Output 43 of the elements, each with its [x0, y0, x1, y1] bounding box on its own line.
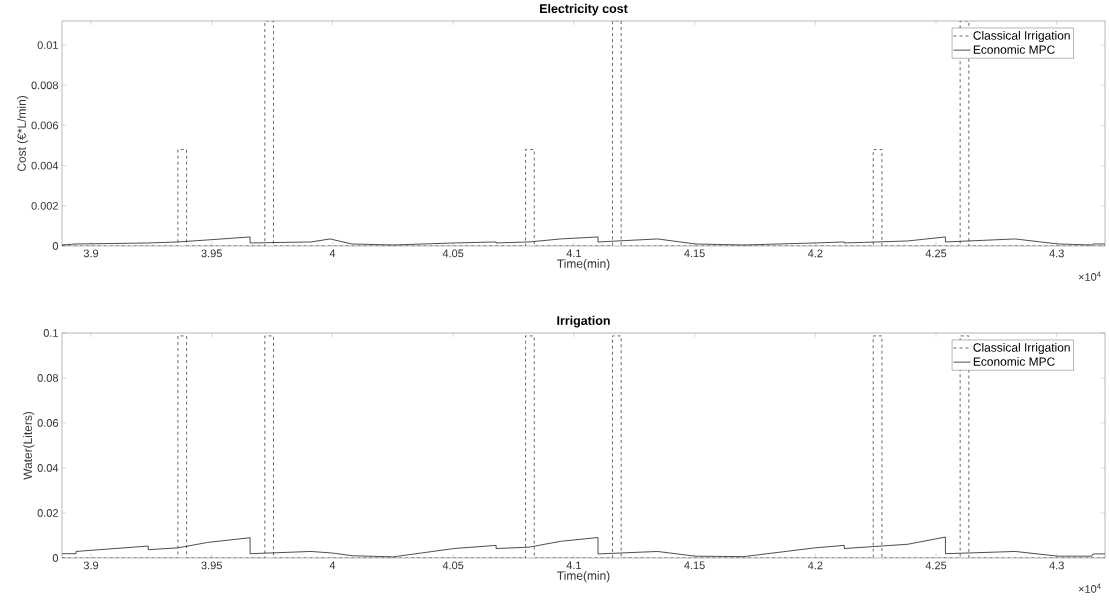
y-tick-label: 0.004 — [31, 161, 59, 170]
y-tick-label: 0.04 — [37, 464, 59, 472]
x-tick-label: 4.1 — [566, 561, 581, 570]
y-axis-title: Cost (€*L/min) — [17, 96, 29, 172]
chart-title: Electricity cost — [540, 3, 628, 16]
legend-label: Classical Irrigation — [973, 342, 1070, 355]
y-tick-label: 0 — [52, 554, 59, 562]
x-tick-label: 4.2 — [807, 561, 823, 570]
y-tick-label: 0.02 — [37, 509, 58, 517]
x-tick-label: 4.1 — [566, 249, 581, 258]
x-tick-label: 3.95 — [201, 249, 222, 258]
text: ×10$^{4}$ — [1078, 583, 1101, 593]
x-tick-label: 4 — [329, 249, 336, 258]
x-tick-label: 4.05 — [442, 561, 464, 570]
chart-title: Irrigation — [557, 315, 610, 328]
y-tick-label: 0.002 — [31, 201, 58, 210]
y-tick-label: 0.006 — [31, 121, 58, 130]
x-tick-label: 4.3 — [1049, 561, 1064, 570]
x-axis-title: Time(min) — [557, 571, 610, 583]
line-series — [62, 536, 1106, 558]
x-tick-label: 4.3 — [1049, 249, 1064, 258]
x-tick-label: 4.25 — [925, 561, 947, 570]
y-tick-label: 0.008 — [31, 81, 58, 90]
x-tick-label: 4.25 — [925, 249, 947, 258]
x-tick-label: 4.15 — [684, 561, 705, 570]
x-tick-label: 4.05 — [442, 249, 464, 258]
y-tick-label: 0 — [52, 242, 59, 250]
x-axis-title: Time(min) — [557, 259, 610, 271]
legend-label: Economic MPC — [973, 357, 1055, 366]
legend-label: Classical Irrigation — [973, 30, 1070, 43]
x-tick-label: 4.2 — [807, 249, 823, 258]
x-tick-label: 3.95 — [201, 561, 222, 570]
y-tick-label: 0.01 — [37, 41, 58, 49]
x-tick-label: 3.9 — [83, 249, 99, 258]
x-tick-label: 4 — [329, 561, 336, 570]
y-axis-title: Water(Liters) — [23, 411, 35, 480]
x-tick-label: 3.9 — [83, 561, 99, 570]
x-tick-label: 4.15 — [684, 249, 705, 258]
text: ×10$^{4}$ — [1078, 271, 1101, 281]
legend-label: Economic MPC — [973, 45, 1055, 54]
y-tick-label: 0.08 — [37, 374, 58, 382]
y-tick-label: 0.06 — [37, 419, 58, 427]
y-tick-label: 0.1 — [43, 329, 58, 337]
